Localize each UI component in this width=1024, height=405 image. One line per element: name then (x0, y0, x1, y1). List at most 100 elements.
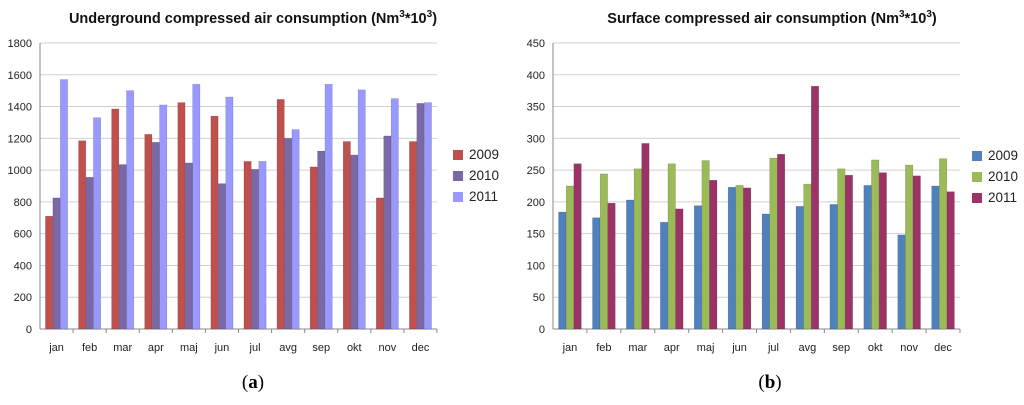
x-tick-label: jun (214, 342, 230, 354)
bar-apr-2009 (660, 221, 669, 330)
x-tick-label: okt (868, 342, 883, 354)
bar-dec-2011 (946, 191, 955, 330)
legend-label: 2009 (988, 148, 1018, 163)
legend-swatch-2011 (453, 192, 463, 202)
bar-okt-2010 (871, 159, 880, 330)
bar-feb-2011 (607, 202, 616, 330)
bar-jul-2011 (777, 153, 786, 330)
x-tick-label: nov (900, 342, 918, 354)
chart-surface: 0 50 100 150 200 250 300 350 400 450 jan feb mar apr m… (527, 9, 1018, 393)
x-tick-label: maj (180, 342, 198, 354)
legend-label: 2011 (469, 189, 498, 204)
bar-feb-2010 (85, 177, 94, 330)
bar-maj-2011 (709, 180, 718, 330)
caption-letter: b (765, 372, 776, 393)
x-tick-label: jan (562, 342, 578, 354)
bar-dec-2009 (931, 185, 940, 330)
x-tick-label: dec (934, 342, 952, 354)
y-tick-label: 1400 (8, 102, 32, 114)
bar-avg-2009 (795, 206, 804, 330)
title-part: ) (932, 11, 937, 27)
bar-jan-2010 (52, 197, 61, 330)
bar-dec-2010 (939, 158, 948, 330)
x-tick-label: apr (664, 342, 680, 354)
legend-swatch-2010 (972, 172, 982, 182)
caption-letter: a (248, 372, 258, 393)
y-tick-label: 100 (527, 260, 545, 272)
y-tick-label: 800 (14, 197, 32, 209)
bar-mar-2010 (118, 164, 127, 330)
bar-nov-2010 (383, 135, 392, 330)
bar-nov-2010 (905, 164, 914, 330)
title-part: *10 (905, 11, 927, 27)
bar-jan-2009 (45, 215, 53, 330)
title-part: Underground compressed air consumption (… (69, 11, 399, 27)
x-tick-label: feb (596, 342, 611, 354)
bar-apr-2011 (159, 104, 168, 330)
bar-maj-2010 (184, 162, 193, 330)
bar-feb-2011 (93, 117, 101, 330)
y-tick-label: 1200 (8, 133, 32, 145)
bar-jul-2009 (761, 213, 770, 330)
title-superscript: 3 (399, 9, 405, 20)
y-tick-label: 400 (14, 260, 32, 272)
y-tick-label: 200 (14, 292, 32, 304)
bar-jan-2010 (565, 185, 574, 330)
bar-dec-2011 (424, 102, 432, 330)
caption-open: ( (758, 372, 764, 393)
bar-sep-2009 (829, 204, 838, 330)
y-tick-label: 1000 (8, 165, 32, 177)
legend-swatch-2011 (972, 193, 982, 203)
x-tick-label: avg (799, 342, 817, 354)
bar-okt-2010 (350, 154, 359, 330)
x-tick-label: maj (697, 342, 715, 354)
x-tick-label: dec (412, 342, 430, 354)
bar-avg-2009 (276, 99, 285, 330)
x-tick-label: jul (249, 342, 261, 354)
x-tick-label: jun (731, 342, 747, 354)
bar-sep-2011 (844, 174, 853, 330)
bar-avg-2010 (803, 183, 812, 330)
bar-avg-2011 (811, 85, 819, 330)
bar-avg-2011 (291, 129, 300, 330)
bar-jun-2011 (225, 96, 234, 330)
bar-jul-2010 (769, 157, 778, 330)
bar-sep-2009 (309, 166, 318, 330)
panel-caption: (a) (242, 372, 264, 393)
x-tick-label: apr (148, 342, 164, 354)
bar-okt-2011 (357, 89, 366, 330)
title-part: Surface compressed air consumption (Nm (607, 11, 899, 27)
y-tick-label: 450 (527, 38, 545, 50)
legend-label: 2009 (469, 147, 499, 162)
y-tick-label: 50 (533, 292, 545, 304)
bar-apr-2010 (667, 163, 676, 330)
x-tick-label: mar (113, 342, 132, 354)
legend-label: 2010 (988, 169, 1018, 184)
chart-title: Underground compressed air consumption (… (69, 9, 437, 27)
y-tick-label: 0 (539, 324, 545, 336)
bar-jun-2010 (218, 183, 226, 330)
x-tick-label: feb (82, 342, 97, 354)
y-tick-label: 150 (527, 229, 545, 241)
panel-caption: (b) (758, 372, 781, 393)
bar-jan-2011 (573, 163, 582, 330)
x-tick-label: jul (767, 342, 779, 354)
bar-maj-2009 (694, 205, 702, 330)
bar-maj-2010 (701, 160, 710, 330)
x-tick-label: sep (832, 342, 850, 354)
bar-jan-2009 (558, 211, 567, 330)
bar-dec-2010 (416, 103, 425, 330)
bar-jan-2011 (60, 79, 68, 330)
bar-apr-2011 (675, 208, 684, 330)
bar-jun-2010 (735, 185, 744, 330)
bar-jul-2011 (258, 161, 267, 330)
bar-okt-2011 (878, 172, 887, 330)
bar-sep-2010 (837, 168, 846, 330)
bar-okt-2009 (863, 185, 872, 330)
bar-nov-2009 (897, 234, 906, 330)
bar-mar-2011 (126, 90, 135, 330)
x-tick-label: avg (279, 342, 297, 354)
legend-swatch-2009 (453, 150, 463, 160)
title-superscript: 3 (899, 9, 905, 20)
